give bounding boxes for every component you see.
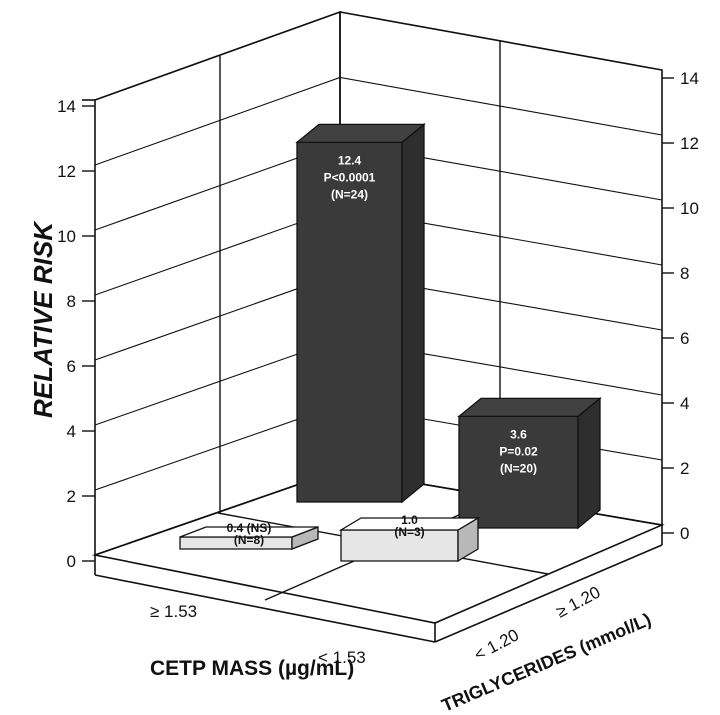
right-tick-label: 10 — [680, 199, 699, 218]
left-tick-label: 0 — [67, 552, 76, 571]
right-y-ticks: 0 2 4 6 8 10 12 14 — [662, 69, 699, 543]
right-tick-label: 4 — [680, 394, 689, 413]
right-tick-label: 8 — [680, 264, 689, 283]
bar-data-label: 12.4 — [338, 153, 362, 167]
left-tick-label: 10 — [57, 227, 76, 246]
gridline — [94, 76, 663, 166]
right-tick-label: 12 — [680, 134, 699, 153]
bar: 1.0(N=3) — [338, 513, 481, 563]
bar-data-label: 1.0 — [401, 513, 418, 527]
x-axis-title-triglycerides: TRIGLYCERIDES (mmol/L) — [439, 609, 654, 715]
bar-data-label: (N=20) — [500, 461, 537, 475]
bar-data-label: P=0.02 — [499, 444, 538, 458]
bar-top — [295, 123, 426, 144]
tg-category-low: < 1.20 — [471, 625, 522, 664]
bar: 12.4 P<0.0001 (N=24) — [295, 123, 426, 504]
right-tick-label: 2 — [680, 459, 689, 478]
left-tick-label: 12 — [57, 162, 76, 181]
bar-top — [457, 397, 602, 418]
bar-side — [577, 397, 601, 530]
bars: 12.4 P<0.0001 (N=24) 3.6 P=0.02 (N=20) 0.4 (NS… — [179, 123, 602, 563]
bar: 0.4 (NS)(N=8) — [179, 521, 319, 550]
cetp-category-low: < 1.53 — [318, 648, 366, 667]
bar-side — [401, 123, 425, 504]
bar-data-label: (N=3) — [394, 525, 424, 539]
y-axis-title: RELATIVE RISK — [28, 220, 58, 418]
right-tick-label: 6 — [680, 329, 689, 348]
bar-top — [179, 526, 319, 538]
gridline — [94, 11, 663, 101]
right-tick-label: 0 — [680, 524, 689, 543]
bar: 3.6 P=0.02 (N=20) — [457, 397, 602, 530]
bar-data-label: (N=8) — [234, 533, 264, 547]
right-tick-label: 14 — [680, 69, 699, 88]
left-tick-label: 14 — [57, 97, 76, 116]
left-y-ticks: 0 2 4 6 8 10 12 14 — [57, 97, 95, 571]
x-axis-title-cetp: CETP MASS (µg/mL) — [150, 657, 354, 680]
left-tick-label: 8 — [67, 292, 76, 311]
left-tick-label: 6 — [67, 357, 76, 376]
bar-data-label: 3.6 — [510, 427, 527, 441]
cetp-category-high: ≥ 1.53 — [150, 602, 197, 621]
left-tick-label: 2 — [67, 487, 76, 506]
bar-data-label: (N=24) — [331, 187, 368, 201]
bar-data-label: P<0.0001 — [324, 170, 376, 184]
bar-data-label: 0.4 (NS) — [227, 521, 272, 535]
left-tick-label: 4 — [67, 422, 76, 441]
bar-top — [338, 517, 481, 531]
